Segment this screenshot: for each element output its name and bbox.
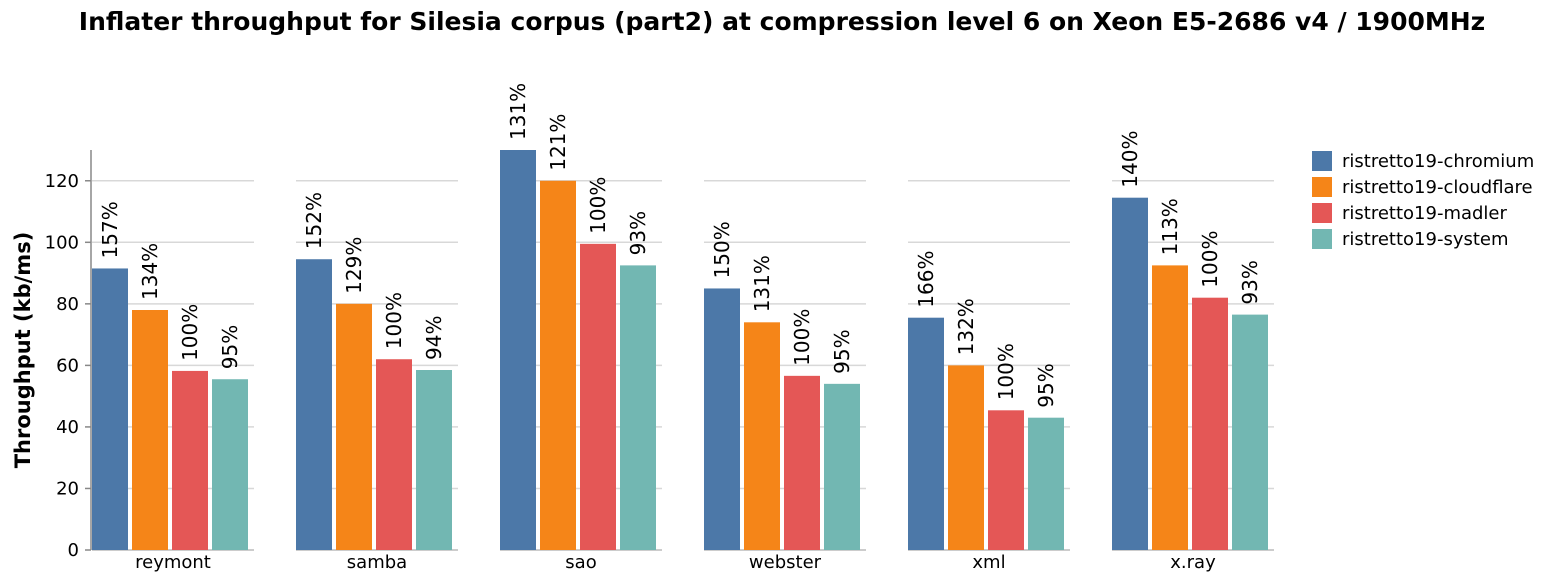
legend-label: ristretto19-madler [1342,203,1508,224]
bar [540,180,576,550]
legend-label: ristretto19-chromium [1342,151,1534,172]
y-tick-label: 20 [56,478,79,499]
y-tick-label: 80 [56,294,79,315]
data-label: 113% [1158,198,1182,255]
legend-swatch [1312,177,1332,197]
bar [784,375,820,550]
y-tick-label: 0 [68,540,79,561]
legend-swatch [1312,203,1332,223]
data-label: 95% [830,329,854,373]
data-label: 140% [1118,131,1142,188]
bar [212,379,248,550]
bar [416,370,452,550]
bar [948,365,984,550]
category-label: reymont [135,552,211,573]
data-label: 121% [546,114,570,171]
data-label: 131% [506,83,530,140]
data-label: 100% [586,177,610,234]
chart-title: Inflater throughput for Silesia corpus (… [79,7,1485,36]
data-label: 100% [1198,231,1222,288]
y-tick-label: 120 [45,171,79,192]
plot-area: 0 20 40 60 80 100 120 157% 134% 100% 95% reymont 152… [45,83,1274,573]
bar [744,322,780,550]
bar [172,370,208,550]
bar [1232,314,1268,550]
bar [908,317,944,550]
data-label: 100% [994,343,1018,400]
y-tick-label: 60 [56,355,79,376]
data-label: 150% [710,221,734,278]
bar [704,288,740,550]
data-label: 134% [138,243,162,300]
category-label: samba [347,552,407,573]
bar [92,268,128,550]
bar [620,265,656,550]
bar [500,150,536,550]
data-label: 129% [342,237,366,294]
bar [580,243,616,550]
data-label: 93% [1238,260,1262,304]
data-label: 100% [790,309,814,366]
data-label: 95% [218,325,242,369]
data-label: 132% [954,298,978,355]
data-label: 166% [914,251,938,308]
bar [1112,197,1148,550]
data-label: 100% [178,304,202,361]
y-axis-label: Throughput (kb/ms) [11,232,35,469]
data-label: 152% [302,192,326,249]
category-label: sao [565,552,596,573]
legend-label: ristretto19-cloudflare [1342,177,1533,198]
category-label: xml [972,552,1005,573]
bar [1028,417,1064,550]
bar [1152,265,1188,550]
legend-swatch [1312,151,1332,171]
bar [824,383,860,550]
legend-swatch [1312,229,1332,249]
bar [296,259,332,550]
data-label: 94% [422,316,446,360]
legend: ristretto19-chromium ristretto19-cloudfla… [1312,151,1534,250]
category-label: x.ray [1170,552,1216,573]
data-label: 100% [382,292,406,349]
legend-label: ristretto19-system [1342,229,1509,250]
y-tick-label: 100 [45,232,79,253]
bar [132,310,168,550]
bar [336,303,372,550]
data-label: 157% [98,201,122,258]
bar [988,410,1024,550]
data-label: 93% [626,211,650,255]
y-tick-label: 40 [56,417,79,438]
category-label: webster [749,552,822,573]
bar [1192,297,1228,550]
data-label: 131% [750,255,774,312]
bar [376,359,412,550]
data-label: 95% [1034,363,1058,407]
